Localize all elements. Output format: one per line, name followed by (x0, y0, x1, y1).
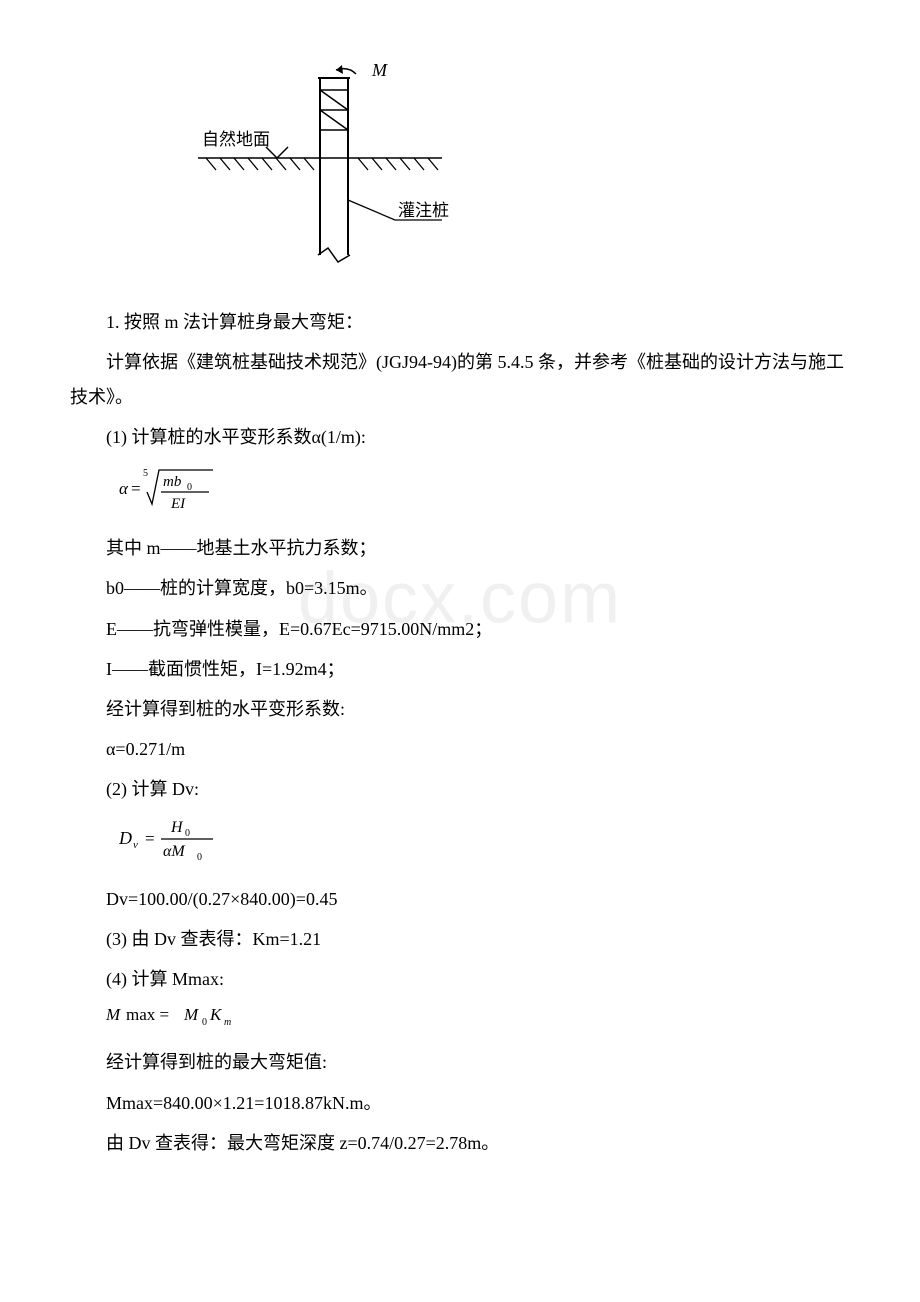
step4-heading: (4) 计算 Mmax: (70, 962, 850, 996)
svg-text:M: M (106, 1005, 121, 1024)
svg-text:m: m (224, 1017, 231, 1028)
svg-text:0: 0 (185, 828, 190, 839)
section1-title: 1. 按照 m 法计算桩身最大弯矩： (70, 305, 850, 339)
svg-text:5: 5 (143, 468, 148, 479)
formula-alpha: α = 5 mb 0 EI (119, 462, 850, 523)
step2-heading: (2) 计算 Dv: (70, 772, 850, 806)
svg-text:=: = (131, 479, 141, 498)
page-content: M 自然地面 (70, 60, 850, 1160)
step4-depth: 由 Dv 查表得：最大弯矩深度 z=0.74/0.27=2.78m。 (70, 1126, 850, 1160)
svg-text:0: 0 (202, 1017, 207, 1028)
svg-text:K: K (209, 1005, 223, 1024)
svg-text:=: = (145, 829, 155, 848)
step1-I: I——截面惯性矩，I=1.92m4； (70, 652, 850, 686)
svg-text:H: H (170, 819, 184, 836)
step1-alpha-val: α=0.271/m (70, 732, 850, 766)
step3-line: (3) 由 Dv 查表得：Km=1.21 (70, 922, 850, 956)
step1-heading: (1) 计算桩的水平变形系数α(1/m): (70, 420, 850, 454)
svg-text:M: M (371, 60, 388, 80)
pile-diagram: M 自然地面 (180, 60, 850, 281)
svg-text:D: D (119, 828, 132, 848)
section1-basis: 计算依据《建筑桩基础技术规范》(JGJ94-94)的第 5.4.5 条，并参考《… (70, 345, 850, 413)
step1-m: 其中 m——地基土水平抗力系数； (70, 531, 850, 565)
svg-text:α: α (119, 479, 129, 498)
svg-text:自然地面: 自然地面 (202, 130, 270, 149)
svg-text:M: M (183, 1005, 199, 1024)
svg-text:EI: EI (170, 496, 186, 512)
svg-text:αM: αM (163, 843, 186, 860)
step1-E: E——抗弯弹性模量，E=0.67Ec=9715.00N/mm2； (70, 612, 850, 646)
svg-text:max =: max = (126, 1005, 169, 1024)
step1-b0: b0——桩的计算宽度，b0=3.15m。 (70, 571, 850, 605)
svg-text:0: 0 (197, 852, 202, 862)
step4-result-label: 经计算得到桩的最大弯矩值: (70, 1045, 850, 1079)
svg-text:0: 0 (187, 482, 192, 493)
step4-Mmax-val: Mmax=840.00×1.21=1018.87kN.m。 (70, 1086, 850, 1120)
formula-Dv: D v = H 0 αM 0 (119, 814, 850, 873)
formula-Mmax: M max = M 0 K m (70, 1002, 850, 1039)
step2-Dv-val: Dv=100.00/(0.27×840.00)=0.45 (70, 882, 850, 916)
svg-text:灌注桩: 灌注桩 (398, 201, 449, 220)
step1-result-label: 经计算得到桩的水平变形系数: (70, 692, 850, 726)
svg-text:mb: mb (163, 474, 182, 490)
svg-text:v: v (133, 839, 138, 851)
